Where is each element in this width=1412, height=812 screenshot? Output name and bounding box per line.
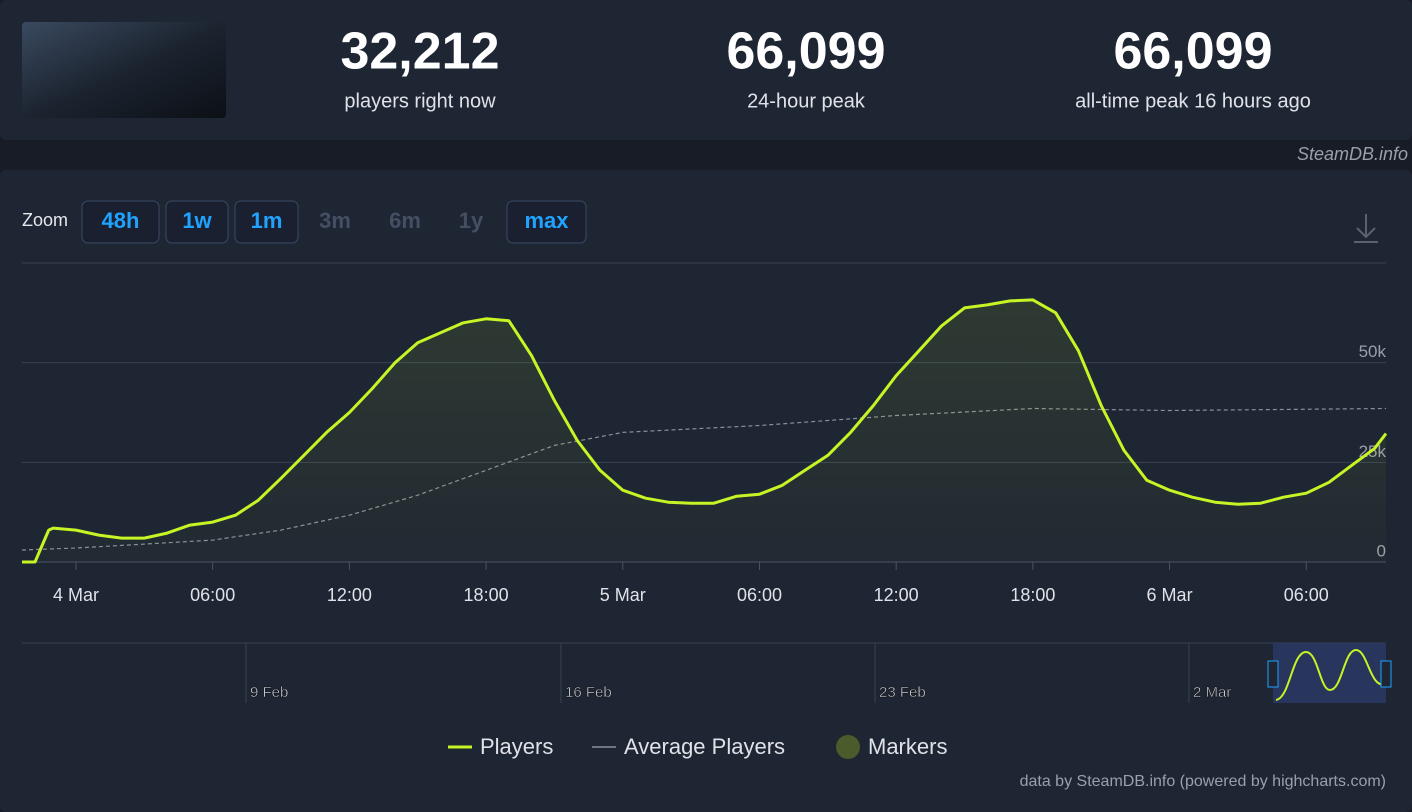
chart-panel: [0, 170, 1412, 812]
zoom-button[interactable]: [165, 200, 229, 244]
zoom-button[interactable]: [81, 200, 160, 244]
stat-label: players right now: [344, 90, 496, 112]
navigator-label: 2 Mar: [1193, 684, 1231, 701]
stat-value: 32,212: [340, 23, 499, 81]
credits[interactable]: data by SteamDB.info (powered by highcha…: [1020, 773, 1386, 790]
x-tick-label: 18:00: [1010, 585, 1055, 605]
legend-label[interactable]: Markers: [868, 734, 947, 759]
x-tick-label: 5 Mar: [600, 585, 646, 605]
x-tick-label: 6 Mar: [1147, 585, 1193, 605]
legend-symbol[interactable]: [836, 735, 860, 759]
x-tick-label: 12:00: [874, 585, 919, 605]
zoom-button-label[interactable]: 1m: [251, 208, 283, 233]
x-tick-label: 06:00: [737, 585, 782, 605]
navigator-handle[interactable]: [1380, 660, 1392, 688]
navigator-label: 9 Feb: [250, 684, 288, 701]
zoom-button[interactable]: [234, 200, 299, 244]
x-tick-label: 18:00: [464, 585, 509, 605]
x-tick-label: 06:00: [190, 585, 235, 605]
legend-label[interactable]: Average Players: [624, 734, 785, 759]
series-line: [22, 298, 1388, 564]
legend-label[interactable]: Players: [480, 734, 553, 759]
zoom-button-label[interactable]: 1w: [182, 208, 212, 233]
brand[interactable]: SteamDB.info: [1297, 144, 1408, 164]
stat-value: 66,099: [726, 23, 885, 81]
x-tick-label: 12:00: [327, 585, 372, 605]
navigator-label: 23 Feb: [879, 684, 926, 701]
zoom-button-label[interactable]: 48h: [102, 208, 140, 233]
zoom-button-label: 3m: [319, 208, 351, 233]
y-tick-label: 50k: [1359, 342, 1387, 361]
navigator-label: 16 Feb: [565, 684, 612, 701]
header-panel: [0, 0, 1412, 140]
series-area: [22, 299, 1386, 562]
x-tick-label: 06:00: [1284, 585, 1329, 605]
navigator-selection[interactable]: [1273, 643, 1386, 703]
download-icon[interactable]: [1354, 214, 1378, 243]
zoom-button-label[interactable]: max: [524, 208, 569, 233]
navigator-handle[interactable]: [1267, 660, 1279, 688]
navigator-preview: [1275, 648, 1387, 701]
zoom-button[interactable]: [506, 200, 587, 244]
zoom-label: Zoom: [22, 210, 68, 230]
x-tick-label: 4 Mar: [53, 585, 99, 605]
stat-label: all-time peak 16 hours ago: [1075, 90, 1311, 112]
zoom-button-label: 6m: [389, 208, 421, 233]
game-thumbnail[interactable]: [22, 22, 226, 118]
stat-value: 66,099: [1113, 23, 1272, 81]
stat-label: 24-hour peak: [747, 90, 866, 112]
zoom-button-label: 1y: [459, 208, 484, 233]
